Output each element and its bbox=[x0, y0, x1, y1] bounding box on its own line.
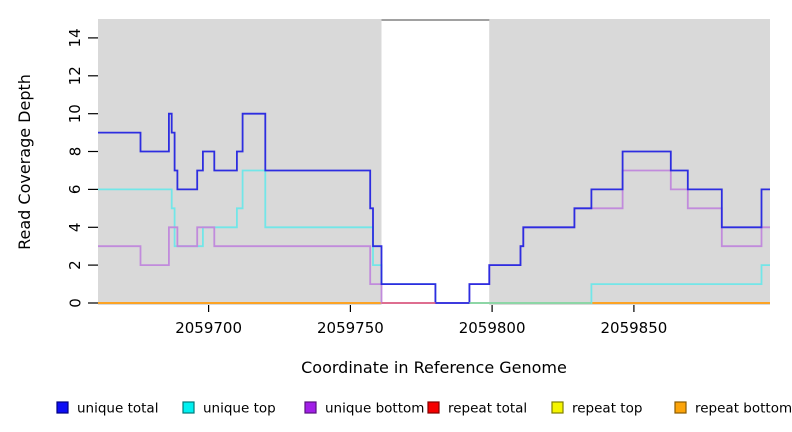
legend-label-unique-top: unique top bbox=[203, 401, 276, 417]
y-tick-label: 4 bbox=[66, 223, 84, 233]
x-tick-label: 2059800 bbox=[459, 319, 526, 337]
white-band-region bbox=[381, 21, 490, 305]
y-tick-label: 6 bbox=[66, 185, 84, 195]
legend-label-repeat-bottom: repeat bottom bbox=[695, 401, 792, 417]
y-tick-label: 12 bbox=[66, 66, 84, 85]
y-axis-title: Read Coverage Depth bbox=[15, 74, 34, 250]
legend-label-repeat-total: repeat total bbox=[448, 401, 527, 417]
y-tick-label: 0 bbox=[66, 298, 84, 308]
series-line-unique-total bbox=[98, 112, 770, 304]
legend-swatch-repeat-bottom bbox=[674, 401, 687, 414]
legend-label-unique-bottom: unique bottom bbox=[325, 401, 424, 417]
legend-swatch-repeat-total bbox=[427, 401, 440, 414]
y-tick-label: 2 bbox=[66, 260, 84, 270]
x-tick-label: 2059850 bbox=[600, 319, 667, 337]
y-tick-label: 14 bbox=[66, 28, 84, 47]
x-tick-label: 2059700 bbox=[175, 319, 242, 337]
y-tick-label: 8 bbox=[66, 147, 84, 157]
legend-swatch-unique-top bbox=[182, 401, 195, 414]
series-line-unique-top bbox=[98, 169, 770, 304]
legend-swatch-unique-bottom bbox=[304, 401, 317, 414]
x-tick-label: 2059750 bbox=[317, 319, 384, 337]
legend-swatch-repeat-top bbox=[551, 401, 564, 414]
x-axis-title: Coordinate in Reference Genome bbox=[301, 358, 567, 377]
generated-plot-elements: 2059700 2059750 2059800 2059850 0 2 4 6 8 10 12 14 u… bbox=[56, 19, 792, 417]
y-tick-label: 10 bbox=[66, 104, 84, 123]
legend-swatch-unique-total bbox=[56, 401, 69, 414]
legend-label-unique-total: unique total bbox=[77, 401, 158, 417]
legend-label-repeat-top: repeat top bbox=[572, 401, 642, 417]
